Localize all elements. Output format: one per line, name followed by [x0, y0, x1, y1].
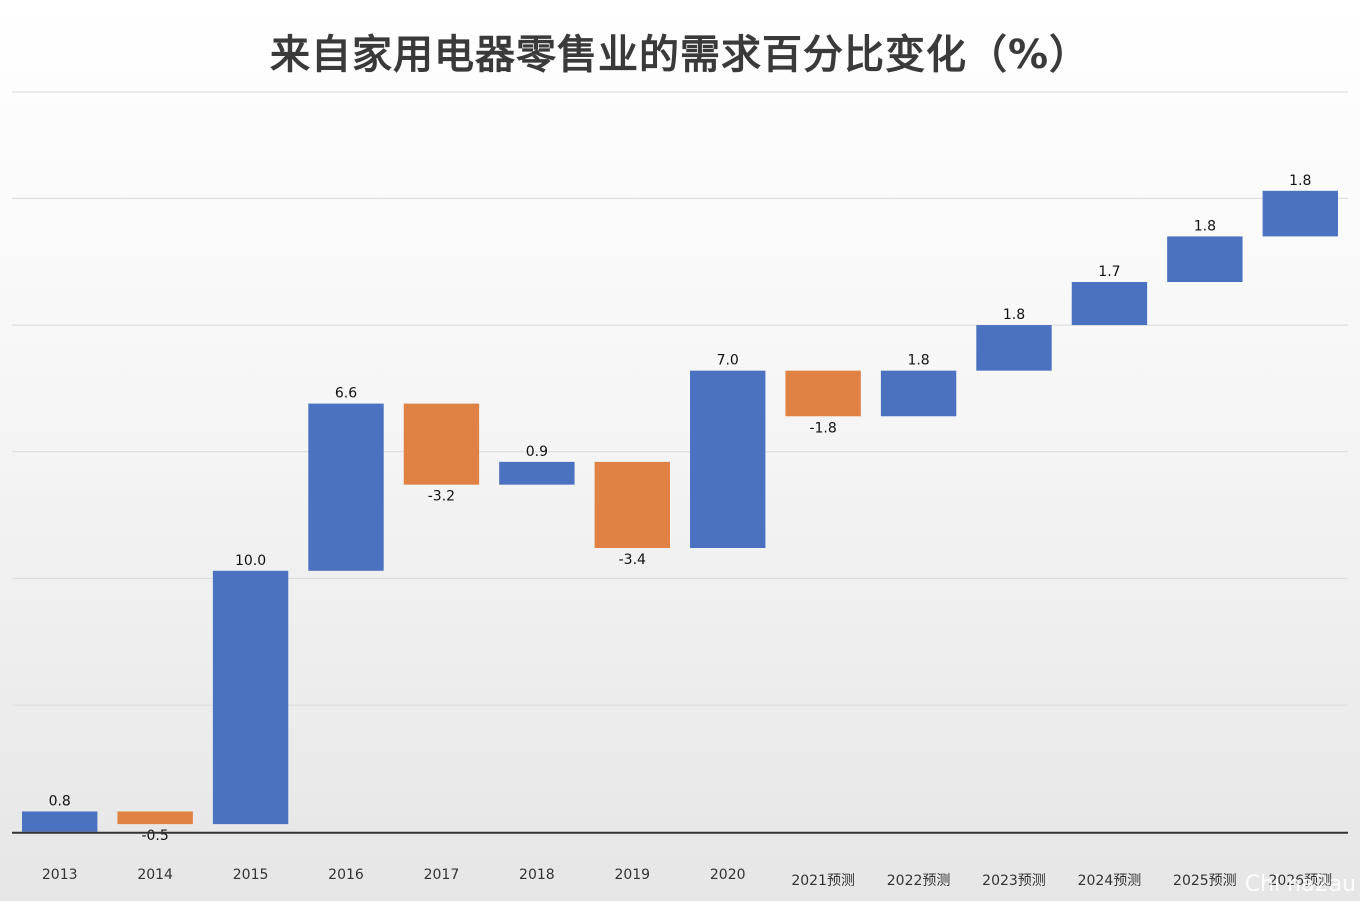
x-tick-label: 2018 — [519, 867, 555, 883]
data-label: 0.9 — [526, 444, 548, 460]
bar — [690, 370, 766, 548]
x-tick-label: 2016 — [328, 867, 364, 883]
bar — [117, 811, 193, 825]
x-tick-label: 2024预测 — [1078, 873, 1142, 889]
data-label: 1.7 — [1098, 264, 1120, 280]
x-tick-label: 2025预测 — [1173, 873, 1237, 889]
data-label: 0.8 — [49, 793, 71, 809]
x-tick-label: 2019 — [614, 867, 650, 883]
data-label: 1.8 — [1289, 173, 1311, 189]
data-label: -1.8 — [809, 420, 836, 436]
bar — [22, 811, 98, 832]
bar — [594, 461, 670, 548]
data-label: 10.0 — [235, 553, 266, 569]
bar — [212, 570, 289, 825]
x-tick-label: 2020 — [710, 867, 746, 883]
data-label: 1.8 — [907, 353, 929, 369]
bar — [403, 403, 480, 485]
bar — [976, 325, 1052, 371]
bar — [1262, 190, 1338, 237]
watermark: Chi na2au — [1244, 872, 1356, 897]
bar — [1167, 236, 1243, 282]
x-tick-label: 2014 — [137, 867, 173, 883]
x-tick-label: 2022预测 — [887, 873, 951, 889]
data-label: 1.8 — [1194, 218, 1216, 234]
bar — [1071, 282, 1148, 326]
data-label: -3.4 — [619, 552, 646, 568]
bar — [785, 370, 861, 417]
x-tick-label: 2026预测 — [1268, 873, 1332, 889]
data-label: -0.5 — [141, 828, 168, 844]
data-label: 6.6 — [335, 386, 357, 402]
bar — [880, 370, 957, 417]
x-tick-label: 2017 — [424, 867, 460, 883]
x-tick-label: 2023预测 — [982, 873, 1046, 889]
x-tick-label: 2013 — [42, 867, 78, 883]
x-tick-label: 2015 — [233, 867, 269, 883]
data-label: -3.2 — [428, 489, 455, 505]
x-tick-label: 2021预测 — [791, 873, 855, 889]
data-label: 7.0 — [717, 353, 739, 369]
data-label: 1.8 — [1003, 307, 1025, 323]
bar — [308, 403, 384, 571]
bar — [499, 461, 575, 485]
chart-title: 来自家用电器零售业的需求百分比变化（%） — [269, 32, 1091, 78]
